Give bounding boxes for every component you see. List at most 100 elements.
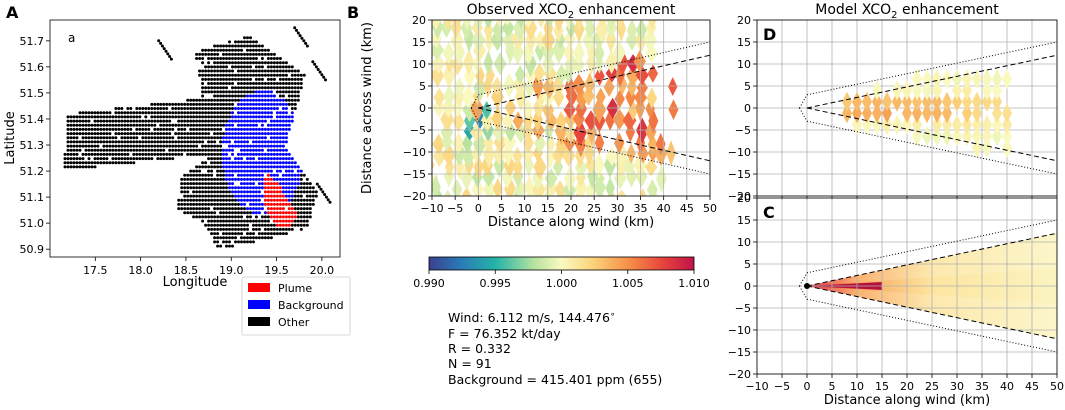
panel-a-point [198,198,202,202]
panel-a-point [93,115,97,119]
panel-a-point [263,215,267,219]
panel-a-point [275,102,279,106]
panel-a-point [305,223,309,227]
panel-a-point [207,102,211,106]
panel-a-point [266,215,270,219]
panel-a-point [240,140,243,144]
panel-a-point [249,111,252,115]
panel-a-point [281,65,285,69]
panel-a-point [216,244,220,248]
panel-a-point [87,161,91,165]
panel-a-point [207,190,211,194]
panel-b-xtick-label: 0 [475,202,482,215]
legend-label-other: Other [278,316,310,329]
panel-a-point [63,152,67,156]
panel-a-point [269,102,273,106]
panel-a-point [72,123,76,127]
panel-a-point [210,107,214,110]
panel-a-point [290,211,294,215]
panel-a-point [231,73,234,77]
panel-a-point [240,44,243,48]
panel-a-point [290,98,294,102]
panel-a-point [222,98,225,102]
panel-a-point [132,140,136,144]
panel-b-cell [461,20,472,41]
panel-c-xtick-label: 25 [925,380,939,393]
panel-a-point [198,207,202,211]
panel-a-point [249,182,252,186]
panel-a-point [213,177,217,181]
panel-a-point [93,144,97,148]
panel-a-point [207,140,211,144]
panel-a-point [231,236,234,240]
panel-a-point [260,136,264,140]
panel-a-point [213,98,217,102]
legend-swatch-other [248,317,270,326]
panel-a-point [183,107,187,110]
panel-a-point [69,123,73,127]
panel-a-point [234,232,237,236]
panel-a-point [69,148,73,152]
panel-a-point [260,48,264,52]
panel-a-point [93,157,97,161]
panel-a-point [257,165,261,169]
panel-a-point [296,219,300,223]
panel-a-point [287,219,291,223]
panel-a-point [72,152,76,156]
panel-a-point [117,148,121,152]
panel-a-point [311,202,315,206]
panel-d-cell [1002,103,1012,124]
panel-b-cell [442,41,455,65]
panel-a-point [222,157,225,161]
panel-a-point [284,73,288,77]
panel-d-title-tail: enhancement [898,2,1000,18]
panel-a-point [153,152,157,156]
panel-d-cell [992,126,1002,147]
panel-a-point [189,119,193,123]
panel-a-xtick-label: 18.5 [174,264,199,277]
panel-a-point [66,140,70,144]
panel-a-point [219,90,223,94]
panel-a-point [305,198,309,202]
panel-a-point [159,136,163,140]
panel-a-point [290,119,294,123]
panel-d-cell [952,126,962,147]
panel-b-title-main: Observed XCO [467,2,568,18]
panel-a-point [72,148,76,152]
panel-a-point [240,98,243,102]
panel-a-point [213,107,217,110]
panel-b-cell [524,76,535,100]
panel-a-point [180,177,184,181]
panel-a-point [269,190,273,194]
panel-a-point [228,102,231,106]
panel-d-cone-dotted [799,94,808,109]
panel-a-point [144,144,148,148]
panel-a-point [275,136,279,140]
panel-a-point [287,65,291,69]
panel-a-point [272,82,276,85]
panel-a-point [174,140,178,144]
panel-a-point [219,198,223,202]
panel-a-ytick-label: 50.9 [20,243,45,256]
panel-a-point [114,119,118,123]
panel-a-point [305,44,309,48]
panel-a-point [180,190,184,194]
panel-a-point [257,227,261,231]
panel-b-cell [616,20,627,43]
panel-a-point [213,211,217,215]
panel-a-point [228,232,231,236]
panel-b-cell [443,84,456,108]
panel-a-point [219,177,223,181]
panel-d-cell [932,69,942,89]
panel-a-point [278,157,282,161]
panel-a-point [281,69,285,73]
panel-a-point [231,136,234,140]
panel-a-point [66,127,70,131]
panel-a-point [153,144,157,148]
panel-a-point [114,140,118,144]
panel-a-point [201,90,205,94]
panel-c-xtick-label: 50 [1050,380,1064,393]
panel-a-point [257,90,261,94]
panel-a-point [287,182,291,186]
